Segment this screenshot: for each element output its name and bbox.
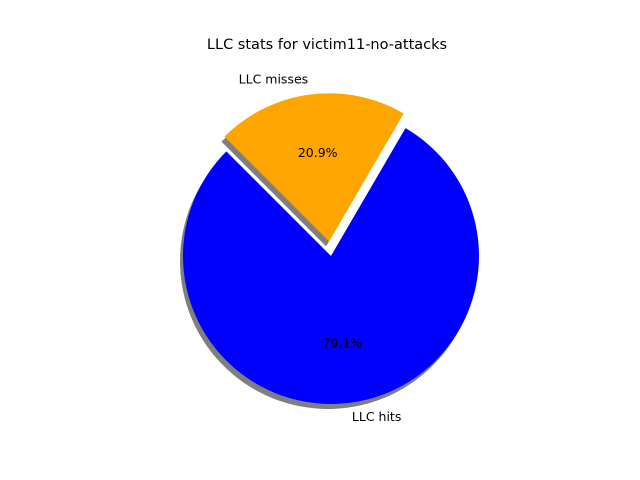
pct-label-llc-hits: 79.1% — [323, 336, 363, 351]
chart-title: LLC stats for victim11-no-attacks — [207, 37, 447, 53]
pct-label-llc-misses: 20.9% — [298, 145, 338, 160]
slice-llc-hits — [183, 128, 480, 404]
pie-slices — [183, 93, 480, 404]
slice-llc-misses — [224, 93, 404, 242]
pie-labels: 79.1% LLC hits 20.9% LLC misses — [239, 71, 402, 424]
slice-label-llc-hits: LLC hits — [352, 409, 401, 424]
slice-label-llc-misses: LLC misses — [239, 71, 309, 86]
